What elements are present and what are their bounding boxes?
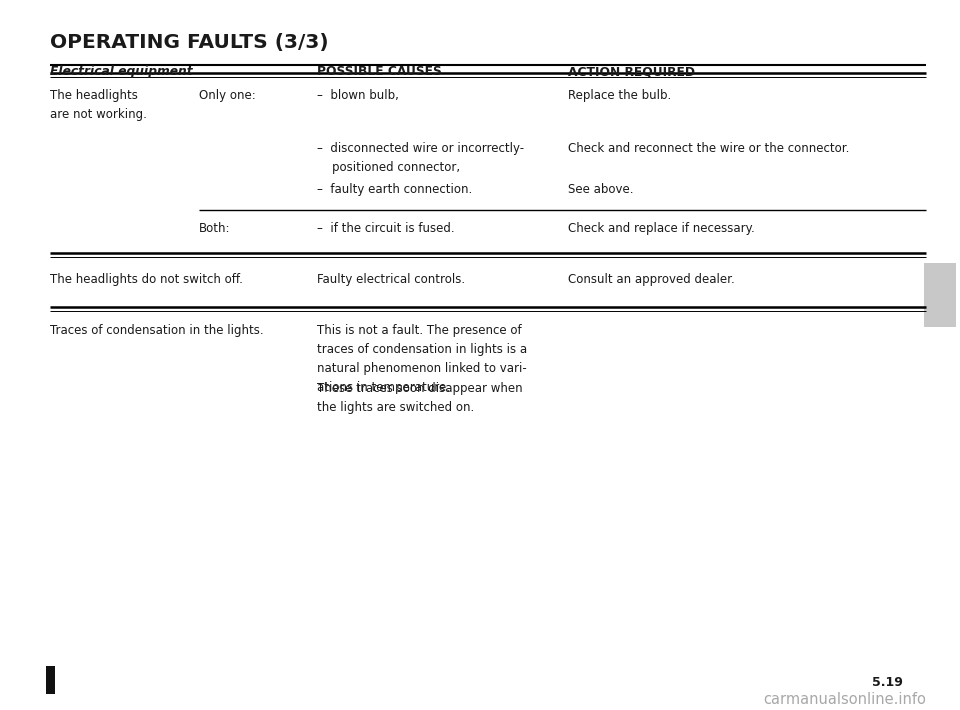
Text: Faulty electrical controls.: Faulty electrical controls. <box>317 273 465 286</box>
Text: Replace the bulb.: Replace the bulb. <box>568 89 672 102</box>
Text: –  blown bulb,: – blown bulb, <box>317 89 398 102</box>
Text: Traces of condensation in the lights.: Traces of condensation in the lights. <box>50 324 264 337</box>
Text: These traces soon disappear when
the lights are switched on.: These traces soon disappear when the lig… <box>317 382 522 414</box>
Text: Electrical equipment: Electrical equipment <box>50 65 193 78</box>
Text: Check and replace if necessary.: Check and replace if necessary. <box>568 222 756 234</box>
Text: The headlights do not switch off.: The headlights do not switch off. <box>50 273 243 286</box>
Text: The headlights
are not working.: The headlights are not working. <box>50 89 147 121</box>
Text: –  disconnected wire or incorrectly-
    positioned connector,: – disconnected wire or incorrectly- posi… <box>317 142 524 174</box>
Bar <box>46 666 55 694</box>
Text: Check and reconnect the wire or the connector.: Check and reconnect the wire or the conn… <box>568 142 850 155</box>
Text: –  if the circuit is fused.: – if the circuit is fused. <box>317 222 454 234</box>
Text: Consult an approved dealer.: Consult an approved dealer. <box>568 273 735 286</box>
Text: –  faulty earth connection.: – faulty earth connection. <box>317 183 472 196</box>
Text: This is not a fault. The presence of
traces of condensation in lights is a
natur: This is not a fault. The presence of tra… <box>317 324 527 395</box>
Text: carmanualsonline.info: carmanualsonline.info <box>763 692 926 707</box>
Bar <box>924 263 956 327</box>
Text: 5.19: 5.19 <box>872 676 902 689</box>
Text: ACTION REQUIRED: ACTION REQUIRED <box>568 65 695 78</box>
Text: Both:: Both: <box>199 222 230 234</box>
Text: Only one:: Only one: <box>199 89 255 102</box>
Text: OPERATING FAULTS (3/3): OPERATING FAULTS (3/3) <box>50 33 328 52</box>
Text: POSSIBLE CAUSES: POSSIBLE CAUSES <box>317 65 442 78</box>
Text: See above.: See above. <box>568 183 634 196</box>
